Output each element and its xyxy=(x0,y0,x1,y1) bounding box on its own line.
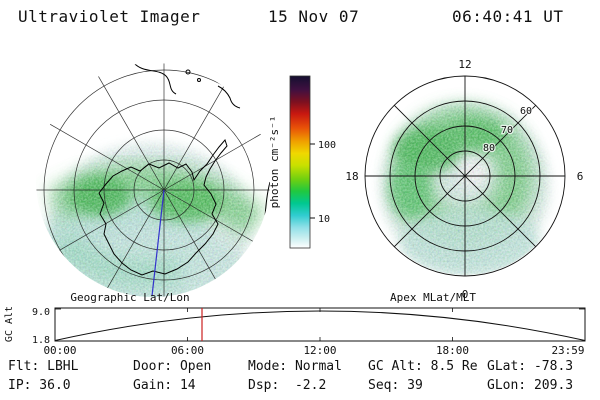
strip-chart-ticks xyxy=(55,308,585,341)
strip-xtick-0600: 06:00 xyxy=(171,344,204,357)
strip-xtick-2359: 23:59 xyxy=(551,344,584,357)
gc-altitude-curve xyxy=(54,310,586,341)
colorbar: 100 10 photon cm⁻²s⁻¹ xyxy=(268,75,336,249)
strip-ylabel: GC Alt xyxy=(4,306,15,342)
mlat-ring-label-80: 80 xyxy=(483,143,495,154)
mlat-ring-label-70: 70 xyxy=(501,125,513,136)
instrument-title: Ultraviolet Imager xyxy=(18,7,201,26)
strip-chart-frame xyxy=(54,307,586,342)
status-gain: Gain: 14 xyxy=(133,378,196,393)
status-flt: Flt: LBHL xyxy=(8,359,79,374)
colorbar-tick-100: 100 xyxy=(318,140,336,151)
strip-xtick-1800: 18:00 xyxy=(436,344,469,357)
mlt-label-12: 12 xyxy=(458,58,471,71)
colorbar-gradient xyxy=(289,75,311,249)
colorbar-units-label: photon cm⁻²s⁻¹ xyxy=(268,116,281,209)
mlat-ring-label-60: 60 xyxy=(520,106,532,117)
geo-plot-label: Geographic Lat/Lon xyxy=(70,291,190,304)
status-seq: Seq: 39 xyxy=(368,378,423,393)
status-gc-alt: GC Alt: 8.5 Re xyxy=(368,359,478,374)
gc-altitude-strip-chart: GC Alt 9.0 1.8 00:00 06:00 12:00 18:00 2… xyxy=(4,306,586,357)
colorbar-tick-10: 10 xyxy=(318,214,330,225)
apex-mlat-mlt-grid xyxy=(364,75,566,277)
strip-xtick-0000: 00:00 xyxy=(43,344,76,357)
status-ip: IP: 36.0 xyxy=(8,378,71,393)
status-dsp: Dsp: -2.2 xyxy=(248,378,327,393)
status-mode: Mode: Normal xyxy=(248,359,342,374)
geographic-projection-plot xyxy=(36,63,270,297)
mlt-label-18: 18 xyxy=(345,170,358,183)
strip-xtick-1200: 12:00 xyxy=(303,344,336,357)
geo-meridian-marker-line xyxy=(151,189,165,297)
mlt-label-0: 0 xyxy=(462,288,469,301)
observation-time: 06:40:41 UT xyxy=(452,7,564,26)
mlt-label-6: 6 xyxy=(577,170,584,183)
status-glat: GLat: -78.3 xyxy=(487,359,574,374)
apex-polar-plot: 12 0 18 6 80 70 60 xyxy=(345,58,584,301)
observation-date: 15 Nov 07 xyxy=(268,7,360,26)
strip-ymin: 1.8 xyxy=(32,335,50,346)
status-glon: GLon: 209.3 xyxy=(487,378,574,393)
apex-plot-label: Apex MLat/MLT xyxy=(389,291,477,304)
status-door: Door: Open xyxy=(133,359,212,374)
geo-aurora-emission xyxy=(46,144,267,297)
strip-ymax: 9.0 xyxy=(32,307,50,318)
